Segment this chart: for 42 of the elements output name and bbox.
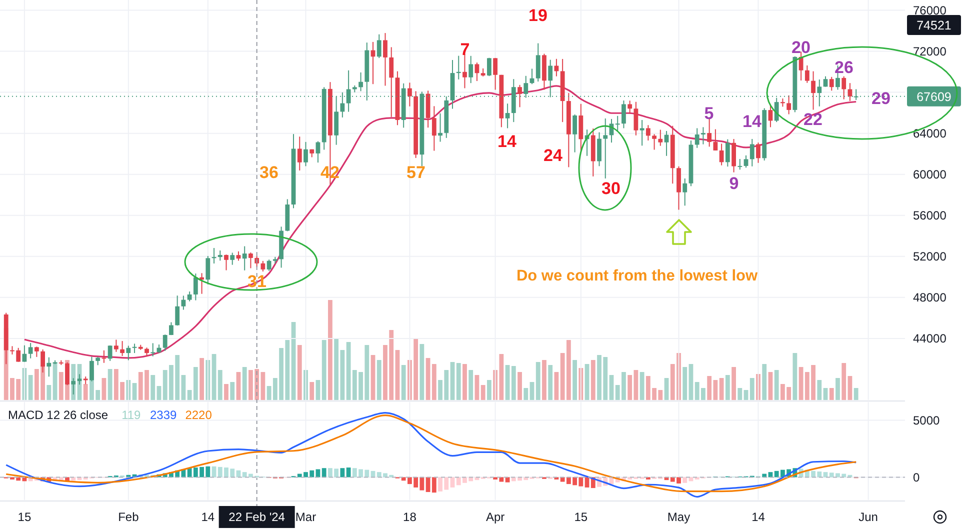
x-tick-label: 14: [752, 510, 766, 524]
y-tick-label: 0: [913, 470, 920, 484]
x-tick-label: 15: [574, 510, 588, 524]
annotation: 29: [872, 88, 890, 108]
y-tick-label: 52000: [913, 250, 947, 264]
x-tick-label: Feb: [118, 510, 140, 524]
y-tick-label: 72000: [913, 44, 947, 58]
y-tick-label: 48000: [913, 290, 947, 305]
x-tick-label: 15: [18, 510, 32, 524]
annotation: 5: [704, 104, 714, 123]
x-tick-label: 14: [201, 510, 215, 524]
annotation: 24: [544, 146, 563, 165]
x-tick-label: 18: [403, 510, 417, 524]
y-tick-label: 60000: [913, 168, 947, 182]
text: MACD 12 26 close: [8, 408, 108, 422]
y-tick-label: 5000: [913, 413, 940, 428]
text: 2339: [150, 408, 178, 422]
annotation: 20: [792, 38, 810, 57]
annotation: 14: [498, 132, 517, 151]
y-tick-label: 56000: [913, 208, 947, 223]
text: 74521: [916, 18, 952, 32]
x-tick-label: Apr: [486, 510, 505, 524]
annotation: 14: [742, 112, 762, 131]
y-tick-label: 76000: [913, 3, 947, 18]
annotation: 57: [406, 162, 426, 182]
ref-line-label: 67609: [916, 90, 952, 104]
x-tick-label: May: [667, 510, 690, 524]
annotation: 22: [804, 110, 822, 129]
annotation: 19: [528, 6, 548, 25]
text: 119: [122, 408, 142, 422]
text: 2220: [185, 408, 212, 422]
y-tick-label: 64000: [913, 126, 947, 141]
annotation: Do we count from the lowest low: [516, 267, 758, 284]
ref-line-label: 22 Feb '24: [228, 510, 286, 524]
annotation: 30: [602, 178, 620, 198]
x-tick-label: Jun: [858, 510, 878, 524]
annotation: 26: [834, 58, 854, 77]
x-tick-label: Mar: [295, 510, 316, 524]
annotation: 36: [260, 162, 278, 182]
y-tick-label: 44000: [913, 332, 947, 346]
annotation: 7: [460, 40, 470, 59]
annotation: 9: [729, 174, 739, 193]
